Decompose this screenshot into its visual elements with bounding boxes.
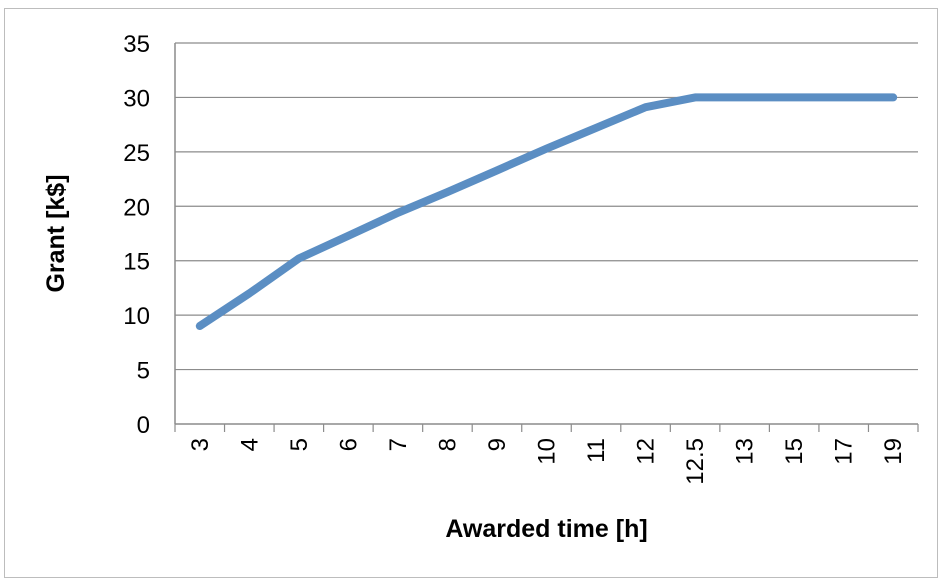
y-tick-label: 35	[123, 31, 150, 58]
x-tick-label: 9	[484, 438, 511, 451]
x-tick-marks	[174, 424, 919, 432]
x-tick-label: 10	[534, 438, 561, 465]
x-tick-label: 13	[732, 438, 759, 465]
x-tick-label: 15	[781, 438, 808, 465]
x-tick-label: 8	[434, 438, 461, 451]
y-axis-title: Grant [k$]	[42, 174, 70, 292]
x-tick-label: 11	[583, 438, 610, 463]
x-tick-label: 12.5	[682, 438, 709, 485]
x-tick-label: 7	[385, 438, 412, 451]
y-tick-labels: 0 5 10 15 20 25 30 35	[123, 31, 150, 439]
chart-frame	[4, 8, 938, 578]
y-tick-label: 15	[123, 249, 150, 276]
y-tick-label: 25	[123, 140, 150, 167]
x-tick-label: 17	[831, 438, 858, 465]
y-tick-label: 0	[137, 412, 150, 439]
x-tick-label: 4	[236, 438, 263, 451]
x-tick-label: 3	[187, 438, 214, 451]
x-axis-title: Awarded time [h]	[445, 515, 647, 543]
x-tick-label: 12	[633, 438, 660, 465]
x-tick-label: 5	[286, 438, 313, 451]
x-tick-labels: 3 4 5 6 7 8 9 10 11 12 12.5 13 15 17 19	[187, 438, 907, 485]
series-line	[195, 93, 898, 330]
x-tick-label: 6	[335, 438, 362, 451]
y-tick-label: 10	[123, 303, 150, 330]
y-tick-label: 5	[137, 358, 150, 385]
y-tick-label: 30	[123, 85, 150, 112]
y-tick-label: 20	[123, 194, 150, 221]
gridlines	[175, 42, 918, 371]
x-tick-label: 19	[880, 438, 907, 465]
